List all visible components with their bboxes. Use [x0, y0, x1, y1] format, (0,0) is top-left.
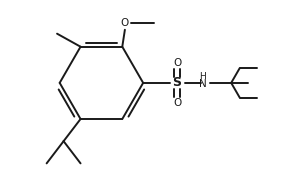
- Text: H: H: [199, 72, 206, 82]
- Text: S: S: [172, 76, 182, 89]
- Text: O: O: [173, 58, 181, 68]
- Text: O: O: [121, 18, 129, 28]
- Text: N: N: [199, 79, 206, 89]
- Text: O: O: [173, 98, 181, 108]
